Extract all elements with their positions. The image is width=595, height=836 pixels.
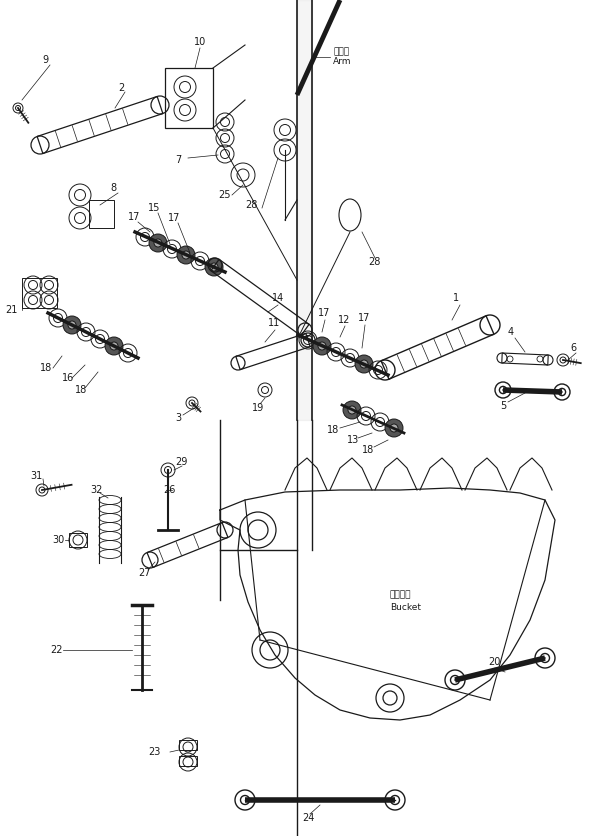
Text: 28: 28 <box>245 200 258 210</box>
Text: Bucket: Bucket <box>390 603 421 611</box>
Circle shape <box>348 406 356 414</box>
Text: 1: 1 <box>453 293 459 303</box>
Text: 5: 5 <box>500 401 506 411</box>
Circle shape <box>390 424 398 432</box>
Bar <box>22 278 57 308</box>
Circle shape <box>68 321 76 329</box>
Bar <box>89 200 114 228</box>
Text: 18: 18 <box>40 363 52 373</box>
Text: 18: 18 <box>362 445 374 455</box>
Circle shape <box>149 234 167 252</box>
Bar <box>179 756 197 766</box>
Circle shape <box>313 337 331 355</box>
Circle shape <box>105 337 123 355</box>
Circle shape <box>343 401 361 419</box>
Circle shape <box>110 342 118 350</box>
Text: 17: 17 <box>128 212 140 222</box>
Text: 9: 9 <box>42 55 48 65</box>
Text: 26: 26 <box>163 485 176 495</box>
Circle shape <box>177 246 195 264</box>
Circle shape <box>355 355 373 373</box>
Text: 10: 10 <box>194 37 206 47</box>
Text: 14: 14 <box>272 293 284 303</box>
Text: 12: 12 <box>338 315 350 325</box>
Text: 18: 18 <box>75 385 87 395</box>
Text: 20: 20 <box>488 657 500 667</box>
Text: 24: 24 <box>302 813 314 823</box>
Circle shape <box>205 258 223 276</box>
Text: 32: 32 <box>90 485 102 495</box>
Text: 21: 21 <box>5 305 17 315</box>
Text: バケット: バケット <box>390 590 412 599</box>
Circle shape <box>385 419 403 437</box>
Circle shape <box>360 360 368 368</box>
Text: 15: 15 <box>148 203 161 213</box>
Bar <box>165 68 213 128</box>
Text: 29: 29 <box>175 457 187 467</box>
Text: 19: 19 <box>252 403 264 413</box>
Text: 22: 22 <box>50 645 62 655</box>
Text: Arm: Arm <box>333 58 352 67</box>
Text: 16: 16 <box>62 373 74 383</box>
Circle shape <box>154 239 162 247</box>
Text: 2: 2 <box>118 83 124 93</box>
Text: 7: 7 <box>175 155 181 165</box>
Text: 18: 18 <box>327 425 339 435</box>
Text: 13: 13 <box>347 435 359 445</box>
Text: 17: 17 <box>318 308 330 318</box>
Text: 28: 28 <box>368 257 380 267</box>
Text: アーム: アーム <box>333 48 349 57</box>
Bar <box>69 533 87 547</box>
Text: 11: 11 <box>268 318 280 328</box>
Bar <box>179 740 197 750</box>
Text: 17: 17 <box>358 313 370 323</box>
Text: 17: 17 <box>168 213 180 223</box>
Text: 3: 3 <box>175 413 181 423</box>
Circle shape <box>182 251 190 259</box>
Text: 8: 8 <box>110 183 116 193</box>
Text: 25: 25 <box>218 190 230 200</box>
Text: 31: 31 <box>30 471 42 481</box>
Circle shape <box>210 263 218 271</box>
Text: 6: 6 <box>570 343 576 353</box>
Text: 4: 4 <box>508 327 514 337</box>
Circle shape <box>318 342 326 350</box>
Text: 27: 27 <box>138 568 151 578</box>
Text: 23: 23 <box>148 747 161 757</box>
Circle shape <box>63 316 81 334</box>
Text: 30: 30 <box>52 535 64 545</box>
